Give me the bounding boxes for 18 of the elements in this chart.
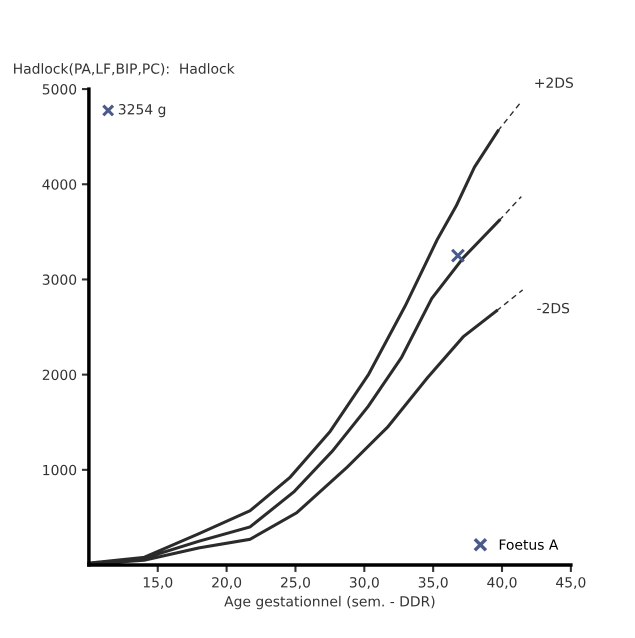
x-tick-label: 45,0 (556, 577, 586, 589)
series-label: -2DS (537, 302, 570, 314)
legend-label: Foetus A (500, 540, 558, 550)
y-tick-label: 1000 (43, 464, 76, 476)
x-tick-label: 25,0 (281, 577, 310, 589)
x-axis-title: Age gestationnel (sem. - DDR) (224, 596, 434, 610)
chart-title: Hadlock(PA,LF,BIP,PC): Hadlock (14, 63, 235, 76)
x-tick-label: 35,0 (418, 577, 448, 589)
x-tick-label: 30,0 (350, 577, 379, 589)
x-tick-label: 15,0 (144, 577, 172, 589)
y-tick-label: 3000 (42, 274, 76, 285)
y-tick-label: 2000 (42, 370, 76, 380)
y-tick-label: 4000 (42, 179, 76, 190)
x-tick-label: 40,0 (487, 577, 517, 589)
y-tick-label: 5000 (42, 84, 76, 95)
x-tick-label: 20,0 (212, 577, 242, 589)
annotation: 3254 g (118, 104, 166, 118)
series-label: +2DS (535, 77, 574, 88)
